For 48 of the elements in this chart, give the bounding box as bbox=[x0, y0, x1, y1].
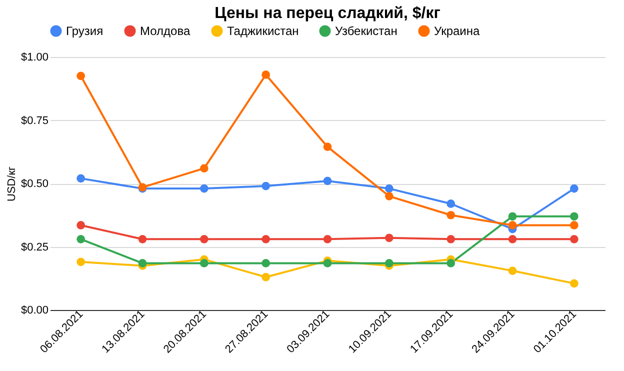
point bbox=[262, 182, 270, 190]
point bbox=[323, 259, 332, 268]
y-tick-label: $1.00 bbox=[20, 52, 48, 64]
point bbox=[570, 212, 578, 221]
point bbox=[508, 266, 517, 275]
point bbox=[446, 210, 456, 220]
point bbox=[138, 234, 147, 244]
point bbox=[570, 221, 578, 230]
point bbox=[323, 142, 332, 151]
point bbox=[570, 234, 578, 244]
point bbox=[200, 164, 208, 172]
point bbox=[138, 259, 147, 268]
point bbox=[508, 212, 517, 221]
point bbox=[446, 234, 456, 244]
point bbox=[76, 221, 86, 230]
legend-label: Молдова bbox=[140, 24, 190, 38]
point bbox=[446, 259, 456, 268]
point bbox=[384, 184, 394, 193]
point bbox=[262, 259, 270, 268]
point bbox=[508, 234, 517, 244]
legend-label: Таджикистан bbox=[227, 24, 299, 38]
legend-label: Украина bbox=[434, 24, 480, 38]
chart-title: Цены на перец сладкий, $/кг bbox=[214, 5, 441, 22]
point bbox=[76, 258, 86, 266]
point bbox=[76, 234, 86, 244]
legend-label: Грузия bbox=[66, 24, 104, 38]
point bbox=[76, 174, 86, 183]
point bbox=[570, 279, 578, 288]
y-tick-label: $0.50 bbox=[20, 178, 48, 190]
point bbox=[384, 259, 394, 268]
point bbox=[384, 192, 394, 200]
point bbox=[262, 272, 270, 282]
point bbox=[323, 234, 332, 244]
point bbox=[508, 221, 517, 230]
y-axis-title: USD/кг bbox=[6, 166, 18, 202]
y-tick-label: $0.75 bbox=[20, 114, 48, 127]
point bbox=[446, 200, 456, 208]
y-tick-label: $0.25 bbox=[20, 241, 48, 254]
point bbox=[200, 259, 208, 268]
point bbox=[262, 70, 270, 79]
point bbox=[570, 184, 578, 193]
legend-label: Узбекистан bbox=[335, 24, 398, 38]
point bbox=[200, 234, 208, 244]
point bbox=[262, 234, 270, 244]
point bbox=[323, 176, 332, 186]
point bbox=[384, 234, 394, 242]
point bbox=[200, 184, 208, 193]
point bbox=[76, 72, 86, 80]
